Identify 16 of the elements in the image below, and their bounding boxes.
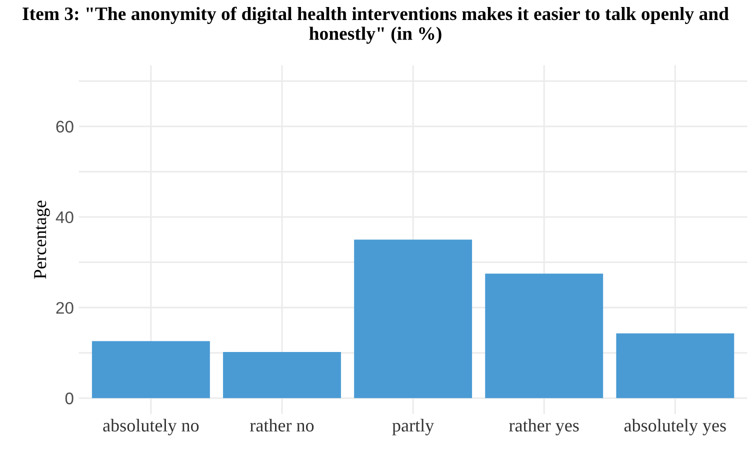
x-tick-label: rather no: [250, 418, 314, 432]
y-tick-label: 60: [56, 120, 74, 133]
x-tick-label: partly: [392, 418, 434, 436]
x-tick-label: rather yes: [509, 418, 579, 436]
bar: [485, 274, 604, 398]
y-tick-label: 0: [65, 392, 74, 404]
y-tick-label: 40: [56, 211, 74, 224]
y-tick-label: 20: [56, 302, 74, 314]
bar: [354, 240, 472, 398]
bar: [616, 333, 734, 398]
bar: [92, 341, 210, 398]
x-tick-label: absolutely yes: [624, 418, 726, 436]
bar: [223, 352, 341, 398]
y-axis-title: Percentage: [34, 200, 50, 279]
x-tick-label: absolutely no: [103, 418, 199, 436]
chart-title: Item 3: "The anonymity of digital health interventions makes it easier to talk openly and honestly" (in %): [22, 6, 729, 44]
